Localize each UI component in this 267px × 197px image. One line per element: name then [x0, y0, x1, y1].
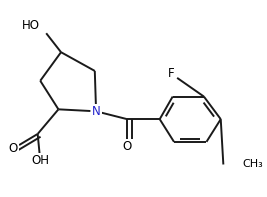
Text: OH: OH — [31, 154, 49, 167]
Text: HO: HO — [22, 19, 40, 32]
Text: O: O — [123, 140, 132, 153]
Text: CH₃: CH₃ — [243, 160, 264, 169]
Text: O: O — [8, 142, 18, 155]
Text: F: F — [168, 67, 175, 80]
Text: N: N — [92, 105, 100, 118]
